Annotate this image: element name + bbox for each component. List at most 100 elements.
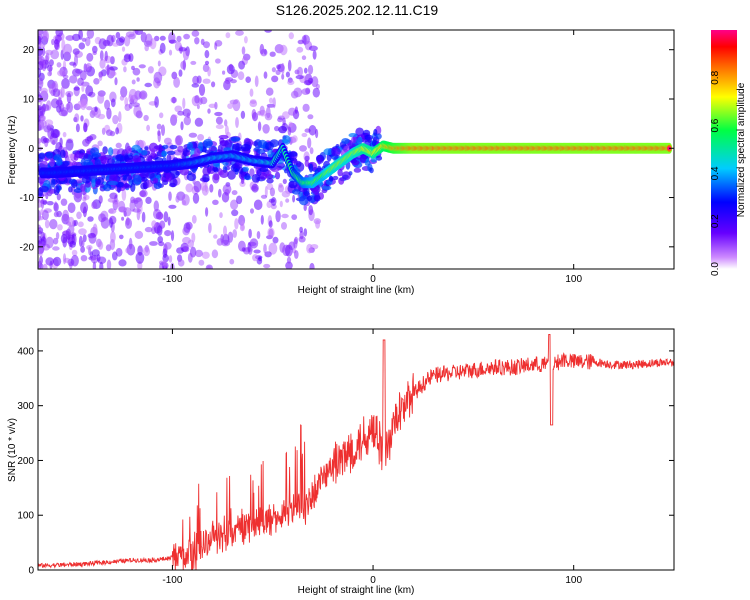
spectrogram-blob [92,152,101,158]
spectrogram-ytick-label: 0 [28,144,34,155]
spectrogram-blob [145,171,155,179]
spectrogram-noise-blob [287,126,292,136]
spectrogram-blob [213,167,219,173]
spectrogram-noise-blob [303,203,307,212]
spectrogram-noise-blob [282,111,290,119]
spectrogram-noise-blob [229,258,235,265]
spectrogram-noise-blob [119,36,125,43]
spectrogram-noise-blob [270,197,277,206]
spectrogram-noise-blob [276,64,281,70]
spectrogram-blob [53,185,60,196]
spectrogram-noise-blob [308,125,317,136]
spectrogram-xtick-label: -100 [162,274,182,285]
spectrogram-noise-blob [44,219,50,229]
spectrogram-noise-blob [92,45,98,54]
colorbar-label: Normalized spectral amplitude [736,82,747,217]
spectrogram-noise-blob [107,197,116,203]
spectrogram-noise-blob [115,142,122,149]
spectrogram-noise-blob [241,220,245,231]
spectrogram-blob [166,154,172,162]
spectrogram-noise-blob [253,199,263,211]
spectrogram-noise-blob [81,240,85,248]
spectrogram-noise-blob [260,214,264,225]
spectrogram-noise-blob [198,259,205,266]
spectrogram-noise-blob [207,108,211,114]
colorbar-tick-label: 0.2 [710,214,721,228]
spectrogram-noise-blob [307,137,312,149]
spectrogram-noise-blob [124,35,131,47]
spectrogram-noise-blob [115,31,121,39]
spectrogram-noise-blob [287,79,295,86]
spectrogram-blob [328,176,333,182]
snr-series-line [38,334,674,570]
spectrogram-blob [158,143,163,154]
spectrogram-noise-blob [274,125,280,132]
spectrogram-blob [122,174,127,182]
spectrogram-noise-blob [187,252,193,263]
spectrogram-noise-blob [78,30,83,40]
spectrogram-noise-blob [99,50,104,61]
spectrogram-noise-blob [53,201,58,211]
spectrogram-blob [130,183,136,192]
spectrogram-blob [295,160,302,168]
spectrogram-noise-blob [128,237,133,250]
spectrogram-noise-blob [181,200,187,206]
spectrogram-blob [337,168,343,177]
spectrogram-noise-blob [123,66,127,73]
spectrogram-blob [151,147,156,157]
spectrogram-noise-blob [268,228,274,238]
spectrogram-noise-blob [132,102,140,108]
spectrogram-noise-blob [68,224,75,235]
snr-ytick-label: 400 [17,346,34,357]
spectrogram-noise-blob [191,214,197,224]
spectrogram-noise-blob [40,87,48,94]
spectrogram-noise-blob [115,127,119,135]
spectrogram-noise-blob [153,71,163,84]
spectrogram-noise-blob [182,97,186,110]
spectrogram-noise-blob [145,33,153,46]
spectrogram-noise-blob [272,97,276,109]
spectrogram-noise-blob [145,196,152,204]
spectrogram-noise-blob [53,256,62,267]
spectrogram-blob [288,180,298,189]
spectrogram-noise-blob [118,200,126,213]
spectrogram-noise-blob [180,60,187,70]
spectrogram-noise-blob [83,122,88,133]
spectrogram-noise-blob [62,253,67,265]
spectrogram-noise-blob [237,71,245,81]
spectrogram-noise-blob [73,219,78,227]
spectrogram-noise-blob [263,71,268,79]
spectrogram-noise-blob [264,186,268,198]
spectrogram-noise-blob [291,214,298,221]
spectrogram-noise-blob [70,254,79,267]
spectrogram-noise-blob [114,77,118,86]
spectrogram-noise-blob [99,58,106,69]
spectrogram-blob [45,151,54,159]
spectrogram-noise-blob [38,77,44,89]
spectrogram-noise-blob [297,66,303,77]
spectrogram-noise-blob [203,41,210,49]
spectrogram-noise-blob [228,63,234,72]
spectrogram-blob [306,195,312,201]
spectrogram-noise-blob [80,115,84,122]
spectrogram-noise-blob [52,246,60,251]
spectrogram-noise-blob [244,36,248,44]
spectrogram-noise-blob [69,61,76,66]
spectrogram-noise-blob [106,64,110,76]
spectrogram-noise-blob [163,259,167,269]
spectrogram-noise-blob [52,237,59,245]
spectrogram-noise-blob [311,76,319,88]
spectrogram-noise-blob [281,73,285,80]
spectrogram-noise-blob [309,147,314,155]
spectrogram-noise-blob [38,106,46,117]
spectrogram-noise-blob [72,48,80,55]
spectrogram-blob [68,186,73,193]
spectrogram-noise-blob [275,210,281,223]
spectrogram-noise-blob [209,184,214,193]
colorbar-tick-label: 0.4 [710,166,721,180]
spectrogram-noise-blob [262,124,270,134]
spectrogram-noise-blob [84,64,90,71]
spectrogram-noise-blob [62,131,67,138]
spectrogram-noise-blob [78,42,86,50]
spectrogram-noise-blob [215,116,223,125]
